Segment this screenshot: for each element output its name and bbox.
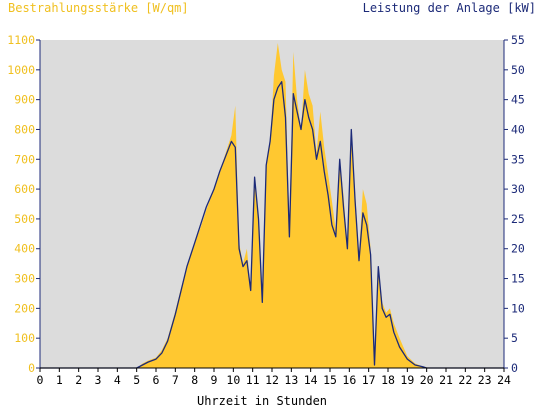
x-tick-label: 4 [114, 373, 121, 387]
left-tick-label: 0 [28, 361, 35, 375]
x-tick-label: 15 [323, 373, 337, 387]
power-line [40, 81, 504, 369]
right-tick-label: 30 [511, 182, 525, 196]
x-tick-label: 17 [362, 373, 376, 387]
left-axis-title: Bestrahlungsstärke [W/qm] [8, 1, 189, 15]
left-tick-label: 1100 [7, 33, 35, 47]
right-tick-label: 40 [511, 122, 525, 136]
right-tick-label: 20 [511, 242, 525, 256]
x-tick-label: 0 [37, 373, 44, 387]
x-tick-label: 19 [400, 373, 414, 387]
x-tick-label: 11 [246, 373, 260, 387]
left-tick-label: 900 [14, 93, 35, 107]
x-tick-label: 6 [153, 373, 160, 387]
x-tick-label: 9 [211, 373, 218, 387]
x-tick-label: 5 [133, 373, 140, 387]
left-tick-label: 300 [14, 272, 35, 286]
x-tick-label: 7 [172, 373, 179, 387]
x-tick-label: 18 [381, 373, 395, 387]
right-tick-label: 25 [511, 212, 525, 226]
irradiance-area [40, 43, 504, 368]
x-tick-label: 22 [458, 373, 472, 387]
left-tick-label: 100 [14, 331, 35, 345]
right-tick-label: 35 [511, 152, 525, 166]
series-layer [40, 43, 504, 369]
x-tick-label: 13 [284, 373, 298, 387]
left-tick-label: 400 [14, 242, 35, 256]
x-tick-label: 12 [265, 373, 279, 387]
right-tick-label: 45 [511, 93, 525, 107]
x-tick-label: 23 [478, 373, 492, 387]
x-tick-label: 1 [56, 373, 63, 387]
axes-layer: 0100200300400500600700800900100011000510… [7, 33, 525, 387]
right-tick-label: 15 [511, 272, 525, 286]
left-tick-label: 800 [14, 122, 35, 136]
x-tick-label: 8 [191, 373, 198, 387]
right-tick-label: 0 [511, 361, 518, 375]
x-tick-label: 21 [439, 373, 453, 387]
left-tick-label: 500 [14, 212, 35, 226]
x-tick-label: 20 [420, 373, 434, 387]
left-tick-label: 1000 [7, 63, 35, 77]
x-axis-label: Uhrzeit in Stunden [197, 394, 327, 408]
right-tick-label: 10 [511, 301, 525, 315]
x-tick-label: 3 [95, 373, 102, 387]
right-tick-label: 5 [511, 331, 518, 345]
left-tick-label: 600 [14, 182, 35, 196]
left-tick-label: 700 [14, 152, 35, 166]
right-tick-label: 50 [511, 63, 525, 77]
right-axis-title: Leistung der Anlage [kW] [363, 1, 536, 15]
x-tick-label: 10 [226, 373, 240, 387]
x-tick-label: 16 [342, 373, 356, 387]
x-tick-label: 24 [497, 373, 511, 387]
x-tick-label: 14 [304, 373, 318, 387]
x-tick-label: 2 [75, 373, 82, 387]
left-tick-label: 200 [14, 301, 35, 315]
right-tick-label: 55 [511, 33, 525, 47]
